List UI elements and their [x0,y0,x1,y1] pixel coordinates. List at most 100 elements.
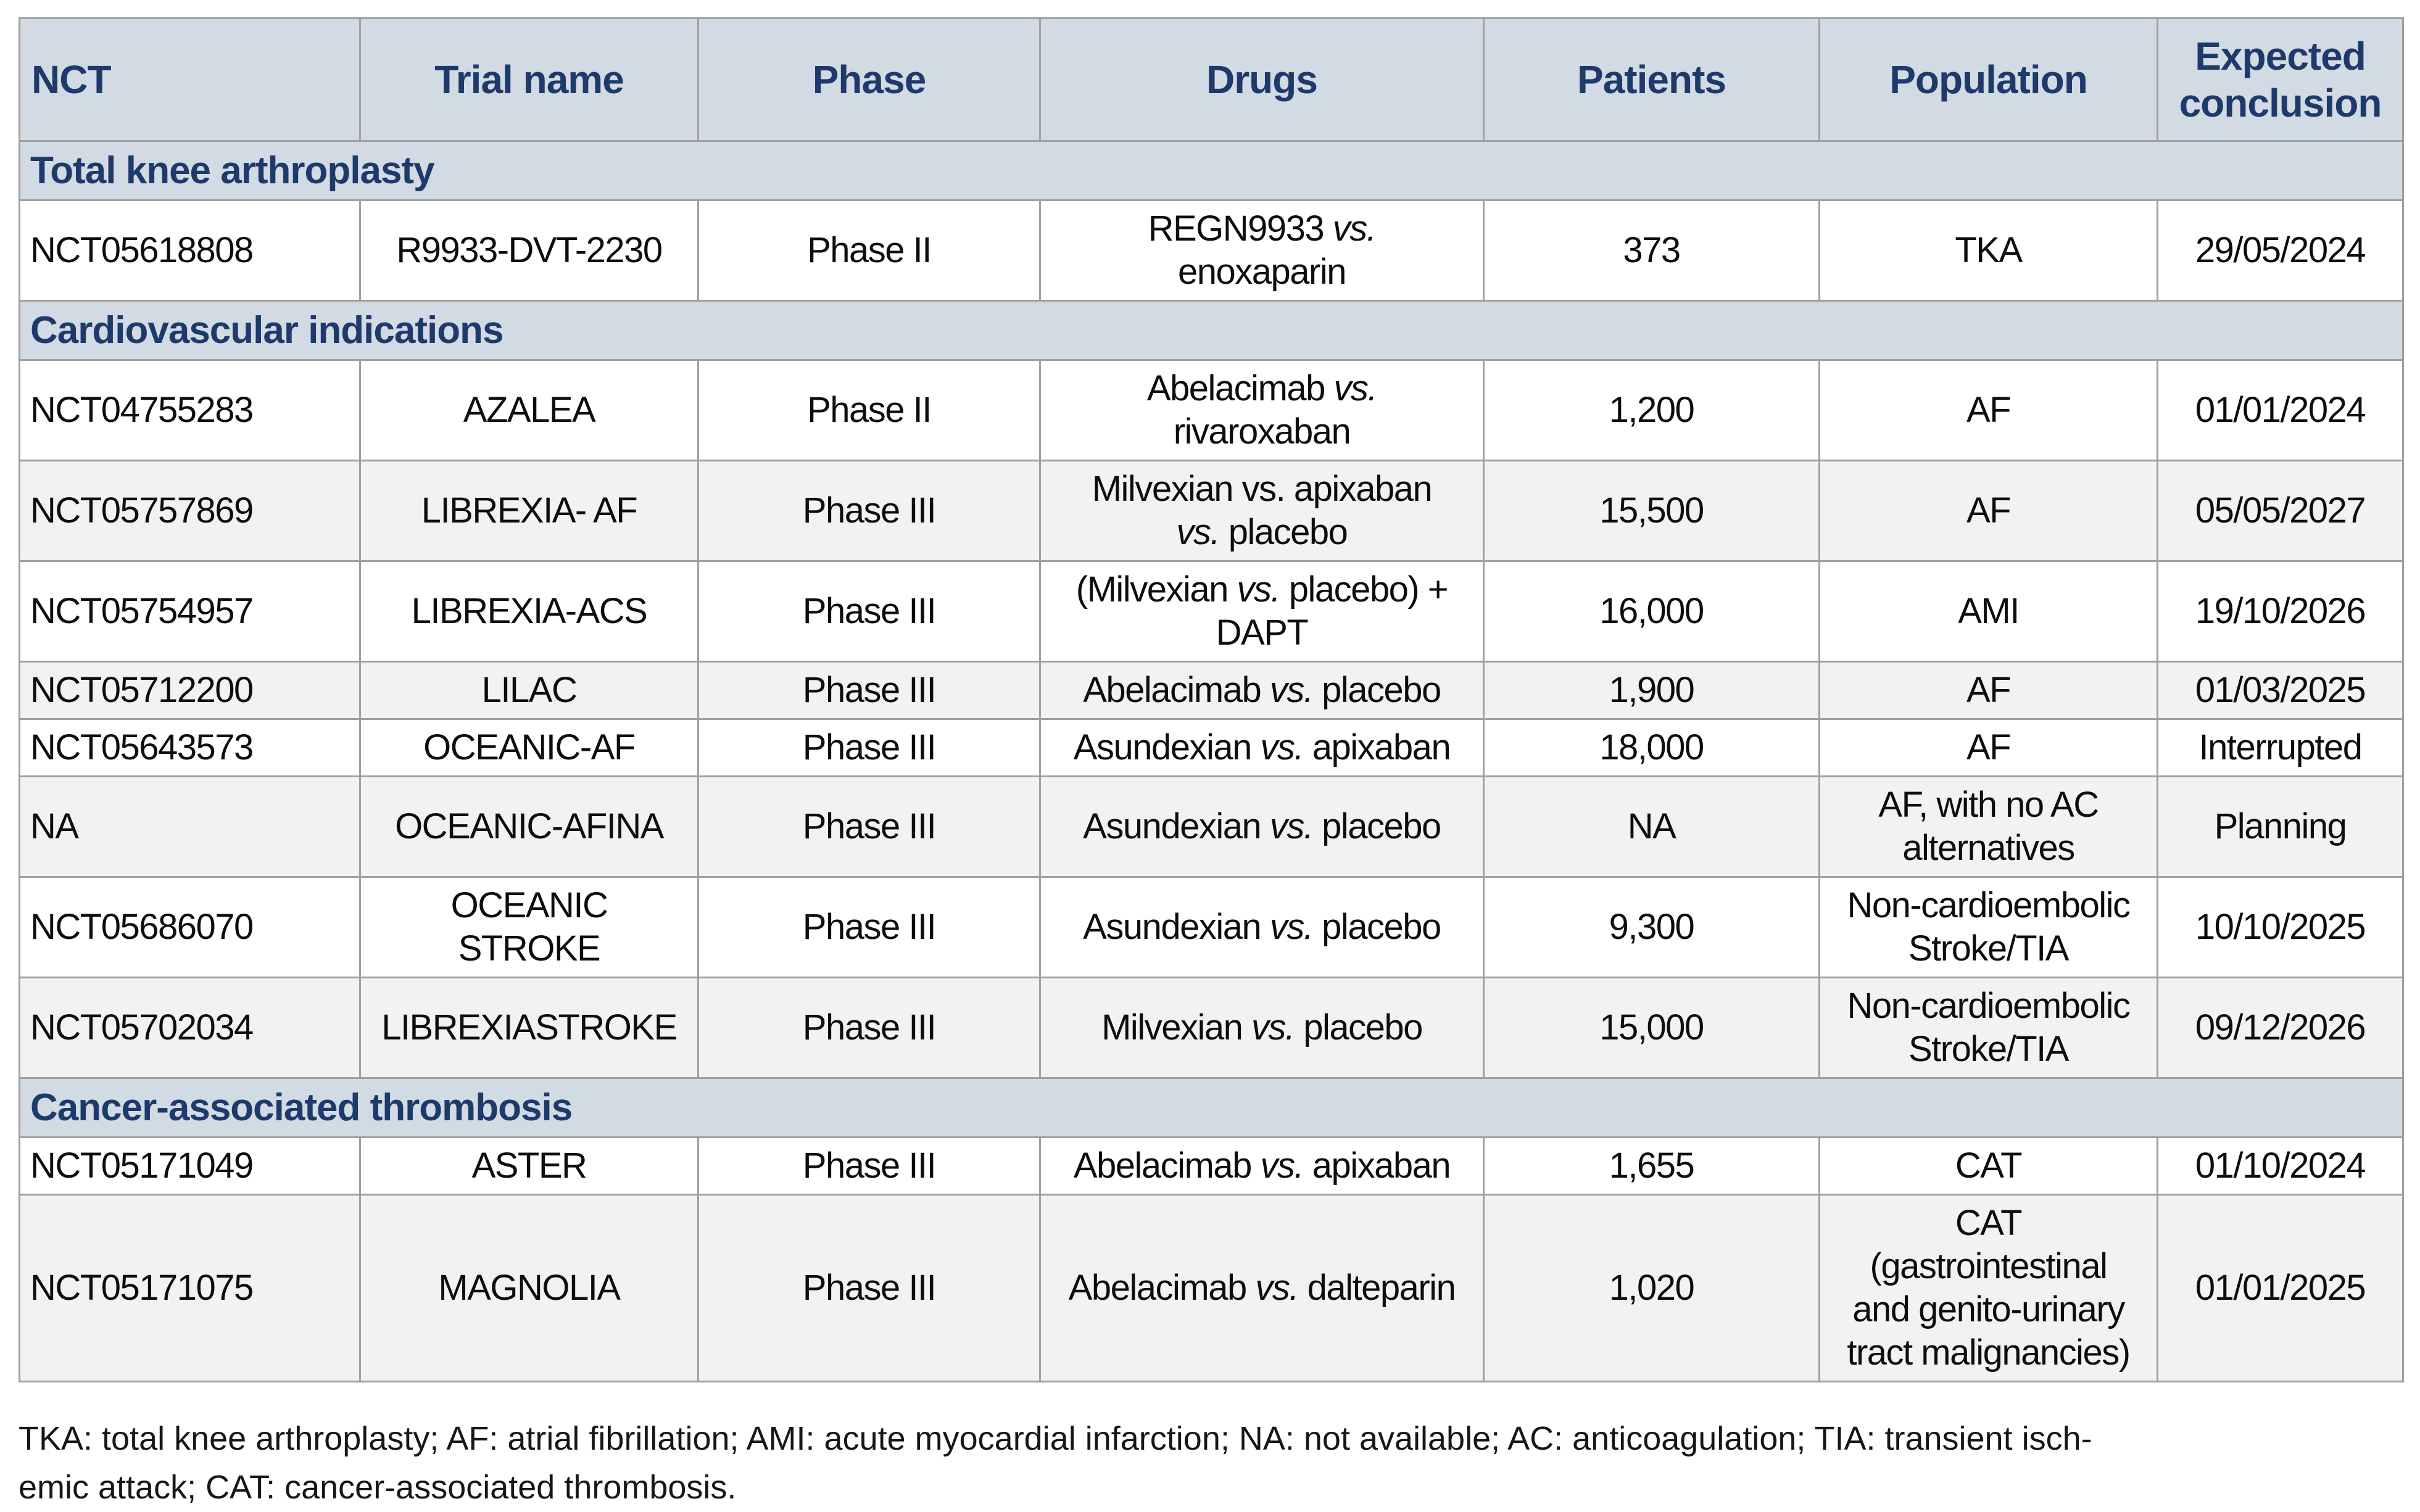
population-cell: CAT (gastrointestinal and genito-urinary tr… [1818,1194,2158,1382]
cell-line: Asundexian vs. placebo [1051,906,1473,949]
drug-text: placebo [1294,1007,1423,1047]
phase-cell: Phase III [697,718,1041,777]
cell-line: rivaroxaban [1051,410,1473,453]
cell-line: OCEANIC [450,885,608,925]
abbreviations-footnote: TKA: total knee arthroplasty; AF: atrial… [19,1415,2420,1512]
nct-cell: NA [19,775,361,878]
patients-cell: 9,300 [1483,876,1820,978]
cell-line: OCEANIC-AF [423,727,636,767]
cell-line: Non-cardioembolic [1847,885,2131,925]
cell-line: Abelacimab vs. placebo [1051,669,1473,712]
cell-line: AF [1966,490,2012,531]
drug-text: placebo [1312,806,1441,846]
vs-italic: vs. [1237,569,1280,609]
cell-line: Stroke/TIA [1908,1029,2069,1069]
footnote-line: TKA: total knee arthroplasty; AF: atrial… [19,1420,2092,1457]
nct-cell: NCT05757869 [19,460,361,562]
vs-italic: vs. [1251,1007,1295,1047]
trials-table: NCT Trial name Phase Drugs Patients Popu… [19,17,2404,1382]
expected-conclusion-cell: 01/01/2024 [2157,359,2404,461]
drug-text: enoxaparin [1178,252,1347,292]
nct-cell: NCT05171049 [19,1136,361,1196]
table-row: NA OCEANIC-AFINA Phase III Asundexian vs. p… [19,775,2404,878]
table-row: NCT05757869 LIBREXIA- AF Phase III Milvexia… [19,460,2404,562]
cell-line: (gastrointestinal [1870,1246,2108,1286]
drugs-cell: Abelacimab vs. apixaban [1039,1136,1485,1196]
vs-italic: vs. [1260,727,1304,767]
nct-cell: NCT05643573 [19,718,361,777]
column-header-patients: Patients [1483,17,1820,142]
drug-text: Milvexian [1101,1007,1251,1047]
table-row: NCT05171049 ASTER Phase III Abelacimab vs. … [19,1136,2404,1196]
expected-conclusion-cell: 05/05/2027 [2157,460,2404,562]
phase-cell: Phase II [697,359,1041,461]
vs-italic: vs. [1269,907,1314,947]
cell-line: CAT [1955,1203,2023,1243]
expected-conclusion-cell: Planning [2157,775,2404,878]
cell-line: LIBREXIA-ACS [411,591,648,631]
drug-text: placebo [1219,512,1348,552]
vs-italic: vs. [1176,512,1220,552]
drug-text: DAPT [1216,613,1309,653]
cell-line: LIBREXIA- AF [421,490,638,531]
vs-italic: vs. [1333,368,1378,408]
trial-name-cell: LIBREXIASTROKE [359,977,699,1079]
section-header-row: Total knee arthroplasty [19,140,2404,201]
section-title: Cancer-associated thrombosis [19,1077,2404,1138]
section-header-row: Cardiovascular indications [19,300,2404,361]
drugs-cell: REGN9933 vs. enoxaparin [1039,199,1485,302]
drug-text: Abelacimab [1083,670,1270,710]
cell-line: Abelacimab vs. dalteparin [1051,1266,1473,1310]
expected-conclusion-cell: 10/10/2025 [2157,876,2404,978]
cell-line: Asundexian vs. apixaban [1051,726,1473,769]
nct-cell: NCT05754957 [19,560,361,663]
cell-line: enoxaparin [1051,250,1473,294]
table-row: NCT05702034 LIBREXIASTROKE Phase III Milvex… [19,977,2404,1079]
drug-text: apixaban [1303,1146,1451,1186]
drug-text: Abelacimab [1146,368,1334,408]
cell-line: AF [1966,670,2012,710]
population-cell: Non-cardioembolic Stroke/TIA [1818,977,2158,1079]
table-row: NCT05712200 LILAC Phase III Abelacimab vs. … [19,661,2404,720]
phase-cell: Phase III [697,1194,1041,1382]
drugs-cell: (Milvexian vs. placebo) + DAPT [1039,560,1485,663]
cell-line: vs. placebo [1051,511,1473,554]
drugs-cell: Asundexian vs. placebo [1039,876,1485,978]
nct-cell: NCT05618808 [19,199,361,302]
phase-cell: Phase III [697,460,1041,562]
population-cell: AF [1818,718,2158,777]
cell-line: DAPT [1051,611,1473,655]
trial-name-cell: OCEANIC-AFINA [359,775,699,878]
patients-cell: 1,020 [1483,1194,1820,1382]
vs-italic: vs. [1332,209,1377,249]
table-row: NCT05754957 LIBREXIA-ACS Phase III (Milvexi… [19,560,2404,663]
patients-cell: 1,200 [1483,359,1820,461]
column-header-phase: Phase [697,17,1041,142]
patients-cell: 15,500 [1483,460,1820,562]
cell-line: and genito-urinary [1852,1289,2125,1329]
expected-conclusion-cell: 09/12/2026 [2157,977,2404,1079]
drugs-cell: Milvexian vs. placebo [1039,977,1485,1079]
drugs-cell: Abelacimab vs. placebo [1039,661,1485,720]
cell-line: REGN9933 vs. [1051,207,1473,250]
cell-line: AF [1966,390,2012,430]
drug-text: placebo [1312,907,1441,947]
patients-cell: 373 [1483,199,1820,302]
cell-line: Stroke/TIA [1908,928,2069,969]
section-title: Total knee arthroplasty [19,140,2404,201]
population-cell: CAT [1818,1136,2158,1196]
trial-name-cell: LIBREXIA- AF [359,460,699,562]
nct-cell: NCT05686070 [19,876,361,978]
cell-line: Abelacimab vs. [1051,367,1473,410]
trial-name-cell: LILAC [359,661,699,720]
footnote-line: emic attack; CAT: cancer-associated thro… [19,1469,737,1506]
cell-line: ASTER [471,1146,587,1186]
patients-cell: 1,655 [1483,1136,1820,1196]
nct-cell: NCT05712200 [19,661,361,720]
patients-cell: 16,000 [1483,560,1820,663]
drug-text: dalteparin [1298,1268,1456,1308]
phase-cell: Phase III [697,661,1041,720]
vs-italic: vs. [1269,670,1314,710]
column-header-drugs: Drugs [1039,17,1485,142]
